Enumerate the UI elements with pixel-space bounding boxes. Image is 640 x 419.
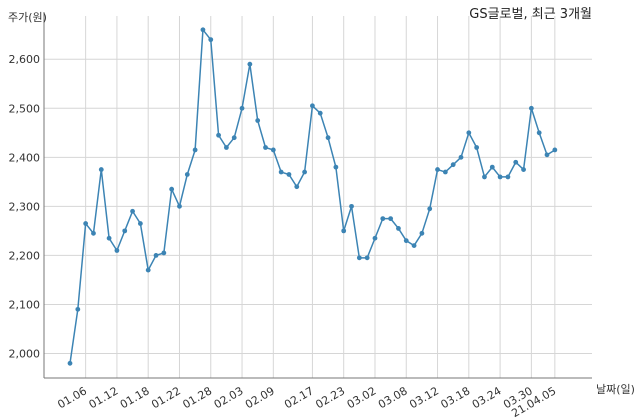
x-tick-label: 03.18 bbox=[439, 384, 473, 411]
data-point bbox=[364, 255, 370, 261]
axes bbox=[43, 12, 592, 379]
data-point bbox=[442, 169, 448, 175]
grid bbox=[44, 16, 592, 378]
x-tick-label: 03.02 bbox=[345, 384, 379, 411]
x-tick-label: 03.08 bbox=[376, 384, 410, 411]
data-point bbox=[333, 164, 339, 170]
data-point bbox=[528, 105, 534, 111]
x-tick-label: 01.18 bbox=[118, 384, 152, 411]
data-point bbox=[177, 203, 182, 209]
x-tick-label: 01.28 bbox=[180, 384, 214, 411]
data-point bbox=[114, 248, 120, 253]
data-point bbox=[403, 238, 409, 244]
data-point bbox=[419, 230, 425, 236]
data-point bbox=[450, 162, 456, 168]
data-point bbox=[325, 135, 331, 141]
data-point bbox=[286, 172, 292, 177]
y-tick-label: 2,000 bbox=[9, 347, 41, 360]
data-point bbox=[427, 206, 433, 212]
data-point bbox=[505, 174, 511, 180]
data-point bbox=[278, 169, 284, 175]
x-tick-label: 03.12 bbox=[407, 384, 441, 411]
data-point bbox=[466, 130, 472, 136]
data-point bbox=[302, 169, 307, 175]
data-point bbox=[216, 132, 221, 138]
x-tick-label: 02.09 bbox=[243, 384, 277, 411]
data-point bbox=[372, 235, 378, 241]
data-point bbox=[208, 37, 214, 43]
data-point bbox=[356, 255, 362, 261]
data-point bbox=[192, 147, 198, 153]
y-tick-label: 2,200 bbox=[9, 249, 41, 262]
data-point bbox=[145, 267, 151, 273]
data-point bbox=[396, 226, 401, 231]
x-tick-label: 03.24 bbox=[470, 384, 504, 411]
x-tick-label: 02.23 bbox=[313, 384, 347, 411]
data-point bbox=[474, 145, 480, 150]
data-point bbox=[169, 186, 175, 192]
x-tick-label: 01.12 bbox=[87, 384, 121, 411]
data-point bbox=[388, 216, 394, 222]
data-point bbox=[521, 167, 526, 172]
y-axis-label: 주가(원) bbox=[8, 11, 47, 24]
data-point bbox=[239, 105, 245, 111]
data-point bbox=[435, 167, 440, 172]
y-tick-label: 2,500 bbox=[9, 102, 41, 115]
data-point bbox=[341, 228, 347, 234]
y-tick-label: 2,400 bbox=[9, 151, 41, 164]
data-point bbox=[482, 174, 487, 180]
data-point bbox=[294, 184, 300, 190]
data-point bbox=[67, 360, 73, 366]
data-point bbox=[497, 174, 503, 180]
data-point bbox=[153, 252, 159, 258]
y-tick-label: 2,600 bbox=[9, 53, 41, 66]
data-point bbox=[184, 172, 190, 177]
data-point bbox=[122, 228, 128, 234]
x-tick-label: 02.03 bbox=[212, 384, 246, 411]
data-point bbox=[263, 145, 268, 150]
data-point bbox=[200, 27, 206, 33]
data-point bbox=[231, 135, 237, 141]
data-point bbox=[83, 221, 89, 226]
data-point bbox=[310, 103, 315, 109]
data-point bbox=[552, 147, 558, 153]
data-point bbox=[98, 167, 104, 172]
data-point bbox=[137, 221, 143, 226]
data-point bbox=[513, 159, 519, 165]
data-point bbox=[544, 152, 550, 158]
y-tick-label: 2,100 bbox=[9, 298, 41, 311]
data-point bbox=[411, 243, 417, 248]
y-tick-label: 2,300 bbox=[9, 200, 41, 213]
data-point bbox=[247, 61, 253, 67]
data-point bbox=[224, 145, 229, 150]
chart-title: GS글로벌, 최근 3개월 bbox=[469, 7, 592, 22]
data-point bbox=[536, 130, 542, 136]
data-point bbox=[75, 306, 81, 312]
data-point bbox=[106, 235, 112, 241]
data-point bbox=[380, 216, 386, 222]
data-point bbox=[458, 154, 464, 160]
price-points bbox=[67, 27, 558, 366]
data-point bbox=[130, 208, 135, 214]
data-point bbox=[317, 110, 323, 116]
y-axis-ticks: 2,000 2,100 2,200 2,300 2,400 2,500 2,600 bbox=[9, 53, 41, 360]
data-point bbox=[270, 147, 276, 153]
data-point bbox=[161, 250, 167, 256]
data-point bbox=[489, 164, 495, 170]
x-tick-label: 01.06 bbox=[55, 384, 89, 411]
x-tick-label: 01.22 bbox=[149, 384, 183, 411]
x-axis-label: 날짜(일) bbox=[596, 382, 635, 396]
data-point bbox=[255, 118, 261, 123]
data-point bbox=[349, 203, 354, 209]
x-tick-label: 02.17 bbox=[282, 384, 316, 411]
data-point bbox=[91, 230, 96, 236]
